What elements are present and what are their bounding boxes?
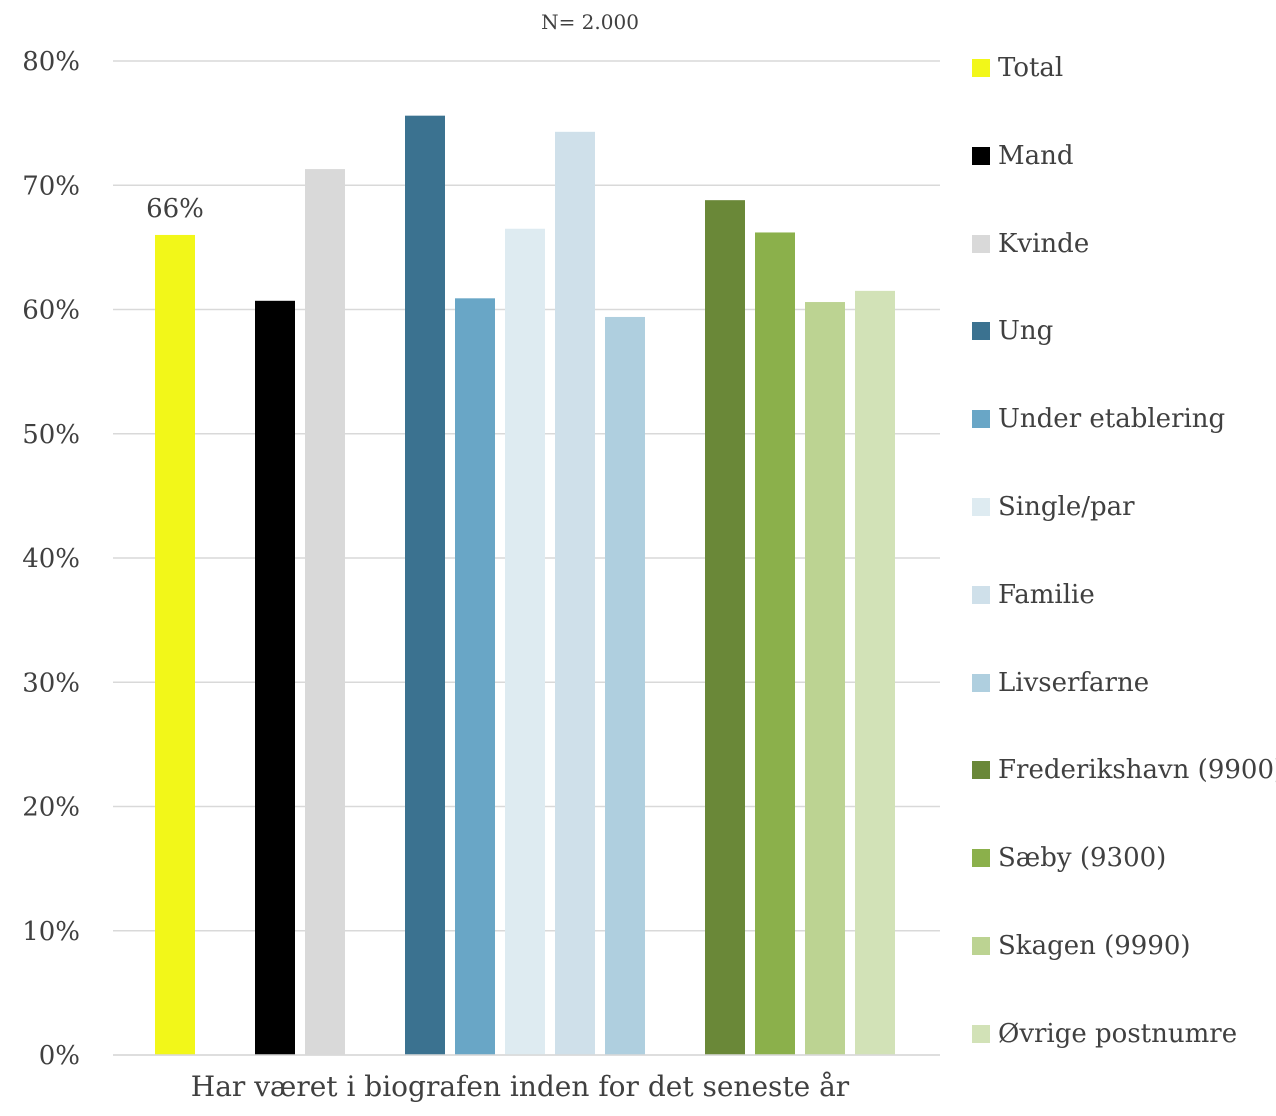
legend-swatch	[972, 410, 990, 429]
legend-label: Under etablering	[998, 404, 1226, 435]
legend-item: Under etablering	[972, 399, 1225, 439]
legend-swatch	[972, 849, 990, 868]
y-tick-label: 30%	[22, 668, 80, 698]
legend-item: Familie	[972, 575, 1095, 615]
legend-label: Frederikshavn (9900)	[998, 755, 1276, 786]
y-tick-label: 10%	[22, 917, 80, 947]
bar-under-etablering	[455, 298, 495, 1055]
y-tick-label: 60%	[22, 296, 80, 326]
bar-mand	[255, 300, 295, 1055]
legend-label: Ung	[998, 316, 1054, 347]
legend-swatch	[972, 234, 990, 253]
bar-øvrige-postnumre	[855, 290, 895, 1055]
legend-swatch	[972, 146, 990, 165]
legend-label: Familie	[998, 579, 1095, 610]
y-tick-label: 40%	[22, 544, 80, 574]
legend-item: Øvrige postnumre	[972, 1014, 1237, 1054]
legend-label: Øvrige postnumre	[998, 1018, 1238, 1049]
legend-item: Total	[972, 48, 1063, 88]
bar-total	[155, 234, 195, 1055]
legend-label: Single/par	[998, 492, 1135, 522]
legend-label: Sæby (9300)	[998, 843, 1167, 874]
legend-item: Kvinde	[972, 224, 1089, 264]
y-tick-label: 50%	[22, 420, 80, 450]
data-label: 66%	[146, 194, 204, 224]
legend-label: Kvinde	[998, 228, 1090, 259]
bar-familie	[555, 131, 595, 1055]
bar-ung	[405, 115, 445, 1056]
legend-swatch	[972, 59, 990, 77]
legend-swatch	[972, 761, 990, 780]
y-tick-label: 20%	[22, 793, 80, 823]
legend-item: Ung	[972, 311, 1053, 351]
legend-swatch	[972, 585, 990, 604]
legend-swatch	[972, 937, 990, 955]
legend-swatch	[972, 322, 990, 341]
legend-label: Skagen (9990)	[998, 931, 1191, 961]
bar-frederikshavn-9900	[705, 200, 745, 1055]
y-tick-label: 80%	[22, 47, 80, 77]
bar-sæby-9300	[755, 232, 795, 1056]
y-tick-label: 0%	[39, 1041, 80, 1071]
legend-label: Total	[998, 53, 1064, 83]
chart-subtitle: N= 2.000	[541, 10, 639, 34]
legend-swatch	[972, 1024, 990, 1043]
legend-item: Frederikshavn (9900)	[972, 750, 1276, 790]
y-tick-label: 70%	[22, 171, 80, 201]
legend-item: Mand	[972, 136, 1074, 176]
legend-swatch	[972, 673, 990, 692]
legend-label: Mand	[998, 140, 1074, 171]
bar-livserfarne	[605, 316, 645, 1056]
legend-item: Livserfarne	[972, 663, 1149, 703]
legend-item: Skagen (9990)	[972, 926, 1191, 966]
legend-item: Sæby (9300)	[972, 838, 1166, 878]
legend-item: Single/par	[972, 487, 1135, 527]
bar-single-par	[505, 228, 545, 1056]
bar-skagen-9990	[805, 302, 845, 1055]
bar-kvinde	[305, 169, 345, 1055]
x-axis-label: Har været i biografen inden for det sene…	[190, 1070, 850, 1103]
legend-swatch	[972, 498, 990, 516]
legend-label: Livserfarne	[998, 667, 1150, 698]
